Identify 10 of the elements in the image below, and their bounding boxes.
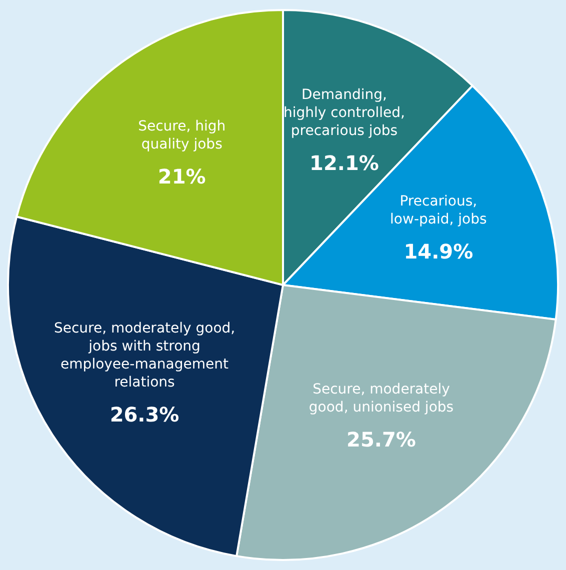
data-label: 12.1% xyxy=(310,150,379,175)
data-label: 21% xyxy=(158,164,206,189)
slice-label: Secure, moderately good, jobs with strong employee-management relations xyxy=(54,320,236,391)
data-label: 26.3% xyxy=(110,402,180,427)
slice-label: Secure, moderately good, unionised jobs xyxy=(308,382,454,416)
data-label: 25.7% xyxy=(346,428,416,452)
slice-label: Demanding, highly controlled, precarious jobs xyxy=(283,86,405,139)
data-label: 14.9% xyxy=(404,240,474,264)
slice-label: Precarious, low-paid, jobs xyxy=(390,194,487,228)
slice-label: Secure, high quality jobs xyxy=(138,118,226,153)
